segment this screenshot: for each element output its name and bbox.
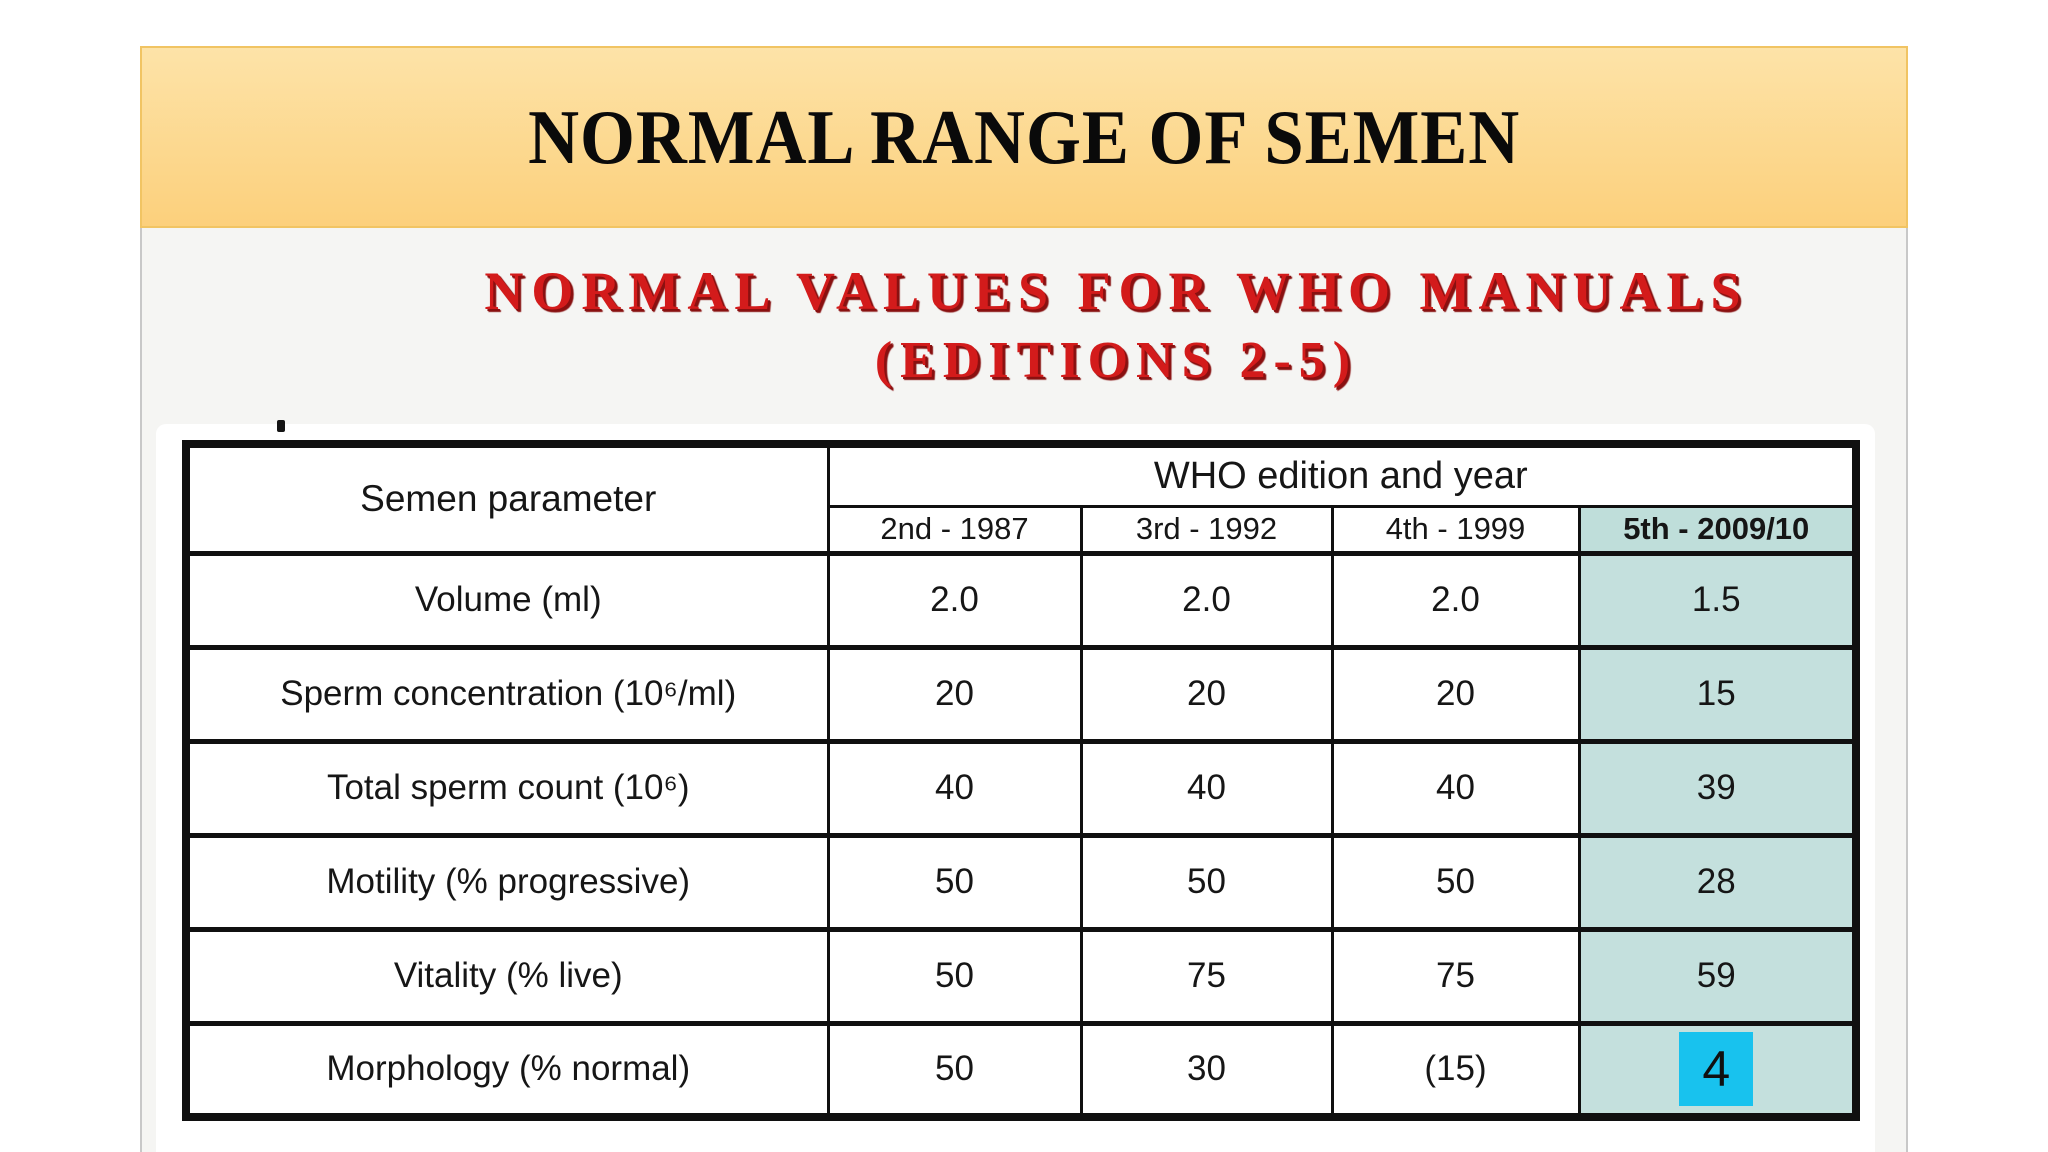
corner-header-cell: Semen parameter	[184, 442, 830, 555]
table-row-morphology: Morphology (% normal) 50 30 (15) 4	[184, 1020, 1858, 1119]
edition-header-4th: 4th - 1999	[1330, 504, 1581, 555]
param-cell: Motility (% progressive)	[184, 832, 830, 931]
param-cell: Morphology (% normal)	[184, 1020, 830, 1119]
table-row-total-count: Total sperm count (10⁶) 40 40 40 39	[184, 738, 1858, 837]
who-values-table: Semen parameter WHO edition and year 2nd…	[182, 440, 1860, 1121]
value-cell: 40	[1330, 738, 1581, 837]
title-banner: NORMAL RANGE OF SEMEN	[140, 46, 1908, 228]
table-row-vitality: Vitality (% live) 50 75 75 59	[184, 926, 1858, 1025]
edition-header-5th: 5th - 2009/10	[1577, 504, 1858, 555]
value-cell-5th-highlighted: 4	[1577, 1020, 1858, 1119]
value-cell: 75	[1079, 926, 1334, 1025]
value-cell: 50	[1079, 832, 1334, 931]
table-row-motility: Motility (% progressive) 50 50 50 28	[184, 832, 1858, 931]
value-cell: (15)	[1330, 1020, 1581, 1119]
value-cell: 20	[1079, 644, 1334, 743]
value-cell: 20	[826, 644, 1083, 743]
value-cell: 20	[1330, 644, 1581, 743]
value-cell-5th: 15	[1577, 644, 1858, 743]
param-cell: Volume (ml)	[184, 550, 830, 649]
value-cell: 40	[1079, 738, 1334, 837]
edition-header-3rd: 3rd - 1992	[1079, 504, 1334, 555]
value-cell: 2.0	[1330, 550, 1581, 649]
value-cell-5th: 59	[1577, 926, 1858, 1025]
param-cell: Sperm concentration (10⁶/ml)	[184, 644, 830, 743]
subtitle-line2: (EDITIONS 2-5)	[874, 332, 1359, 389]
table-row-volume: Volume (ml) 2.0 2.0 2.0 1.5	[184, 550, 1858, 649]
value-cell: 30	[1079, 1020, 1334, 1119]
value-cell: 2.0	[826, 550, 1083, 649]
value-cell: 2.0	[1079, 550, 1334, 649]
param-cell: Total sperm count (10⁶)	[184, 738, 830, 837]
slide-subtitle: NORMAL VALUES FOR WHO MANUALS (EDITIONS …	[140, 256, 1908, 396]
table-row-concentration: Sperm concentration (10⁶/ml) 20 20 20 15	[184, 644, 1858, 743]
group-header-cell: WHO edition and year	[826, 442, 1858, 508]
param-cell: Vitality (% live)	[184, 926, 830, 1025]
page-title: NORMAL RANGE OF SEMEN	[527, 93, 1521, 180]
subtitle-line1: NORMAL VALUES FOR WHO MANUALS	[484, 261, 1749, 321]
value-cell-5th: 28	[1577, 832, 1858, 931]
value-cell: 50	[826, 1020, 1083, 1119]
value-cell: 50	[1330, 832, 1581, 931]
value-cell: 40	[826, 738, 1083, 837]
value-cell-5th: 39	[1577, 738, 1858, 837]
value-cell-5th: 1.5	[1577, 550, 1858, 649]
stray-dot-artifact	[277, 420, 285, 432]
value-cell: 50	[826, 926, 1083, 1025]
highlighted-value: 4	[1679, 1032, 1754, 1107]
value-cell: 75	[1330, 926, 1581, 1025]
edition-header-2nd: 2nd - 1987	[826, 504, 1083, 555]
value-cell: 50	[826, 832, 1083, 931]
